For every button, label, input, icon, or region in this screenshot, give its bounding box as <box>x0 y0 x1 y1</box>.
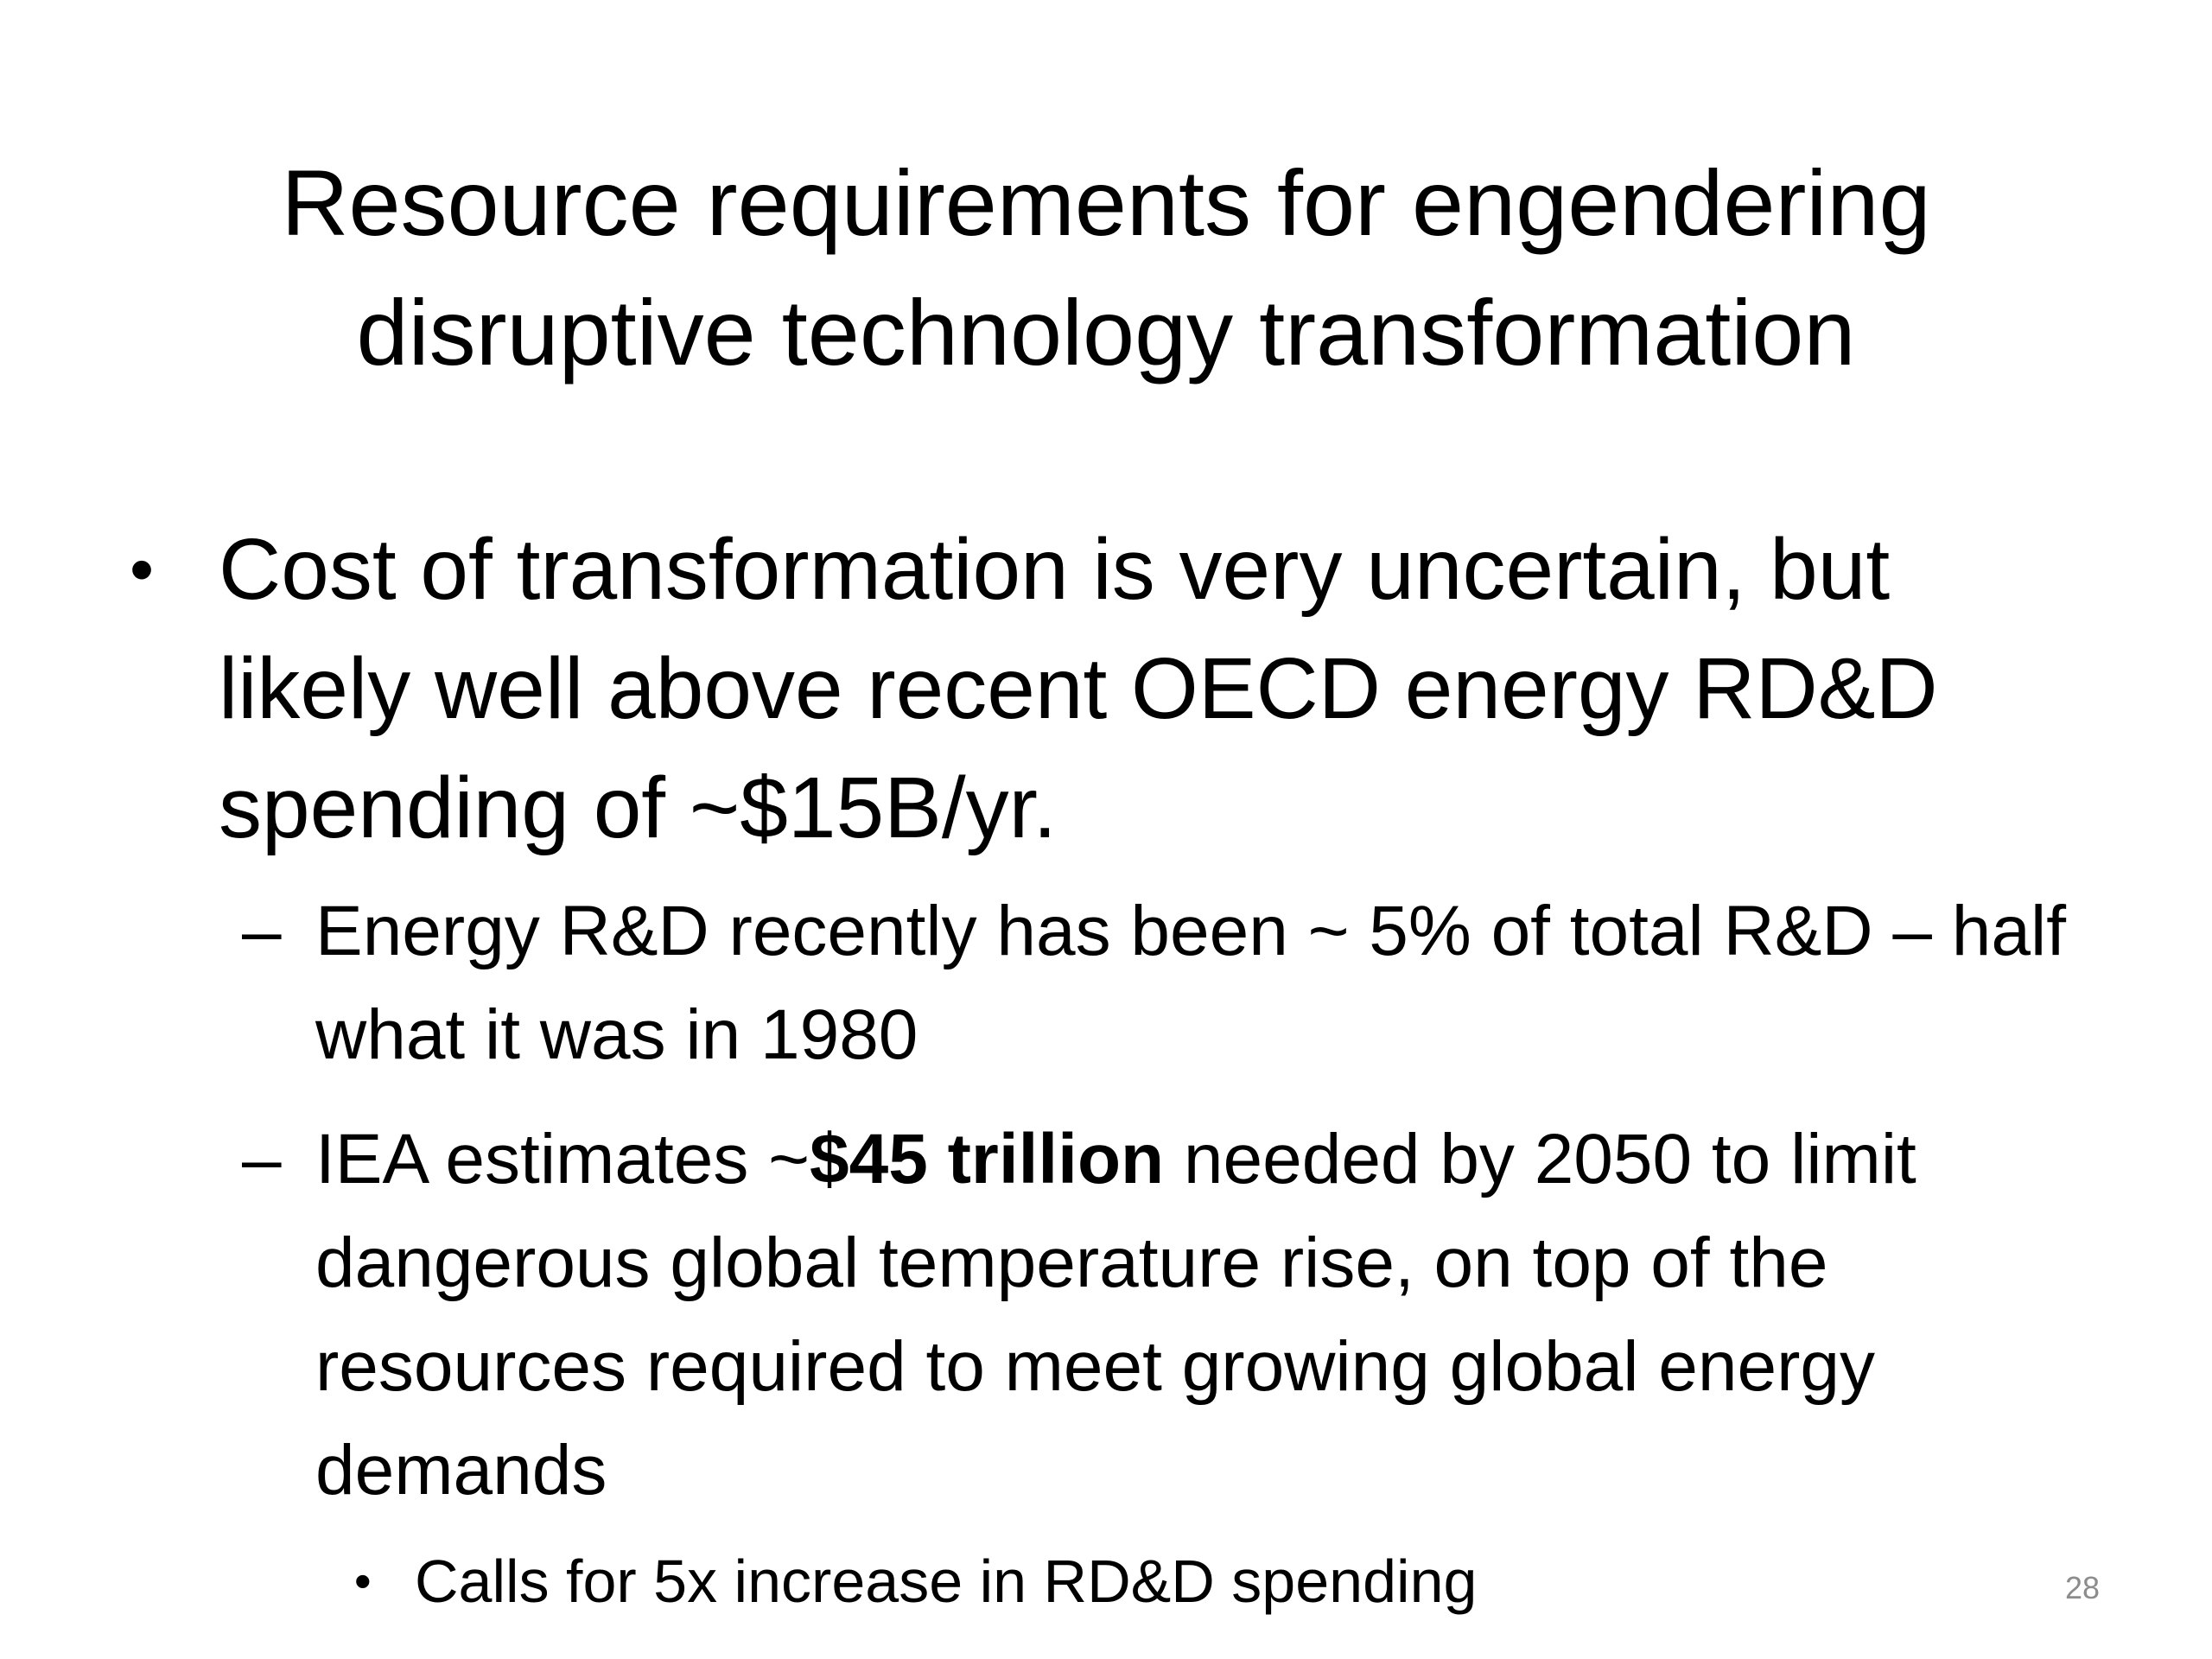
sub-bullet-text-bold: $45 trillion <box>810 1120 1165 1198</box>
sub-bullet-item: – Energy R&D recently has been ~ 5% of t… <box>242 880 2126 1087</box>
bullet-marker: • <box>130 531 155 607</box>
sub-bullet-text-before: IEA estimates ~ <box>315 1120 810 1198</box>
dash-marker: – <box>242 1120 282 1198</box>
sub-bullet-text-after: needed by 2050 to limit dangerous global… <box>315 1120 1916 1510</box>
dash-marker: – <box>242 892 282 970</box>
page-number: 28 <box>2064 1570 2100 1605</box>
slide-title: Resource requirements for engendering di… <box>138 138 2074 397</box>
sub-bullet-text: IEA estimates ~$45 trillion needed by 20… <box>315 1108 2126 1522</box>
bullet-item: • Cost of transformation is very uncerta… <box>130 510 2100 868</box>
third-level-bullet-text: Calls for 5x increase in RD&D spending <box>415 1548 1478 1615</box>
sub-bullet-item: – IEA estimates ~$45 trillion needed by … <box>242 1108 2126 1522</box>
bullet-text: Cost of transformation is very uncertain… <box>219 521 1938 856</box>
bullet-marker: • <box>354 1554 372 1608</box>
sub-bullet-text: Energy R&D recently has been ~ 5% of tot… <box>315 892 2067 1074</box>
third-level-bullet-item: • Calls for 5x increase in RD&D spending <box>354 1538 1996 1624</box>
title-line-2: disruptive technology transformation <box>356 280 1856 385</box>
title-line-1: Resource requirements for engendering <box>281 150 1931 255</box>
